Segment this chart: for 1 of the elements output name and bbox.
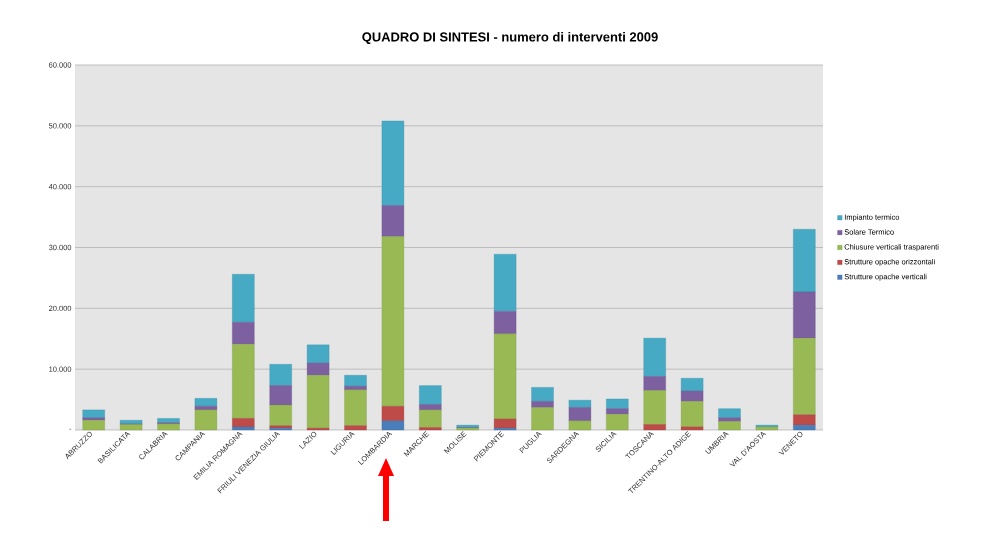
chart-title: QUADRO DI SINTESI - numero di interventi 2009 — [362, 32, 658, 44]
